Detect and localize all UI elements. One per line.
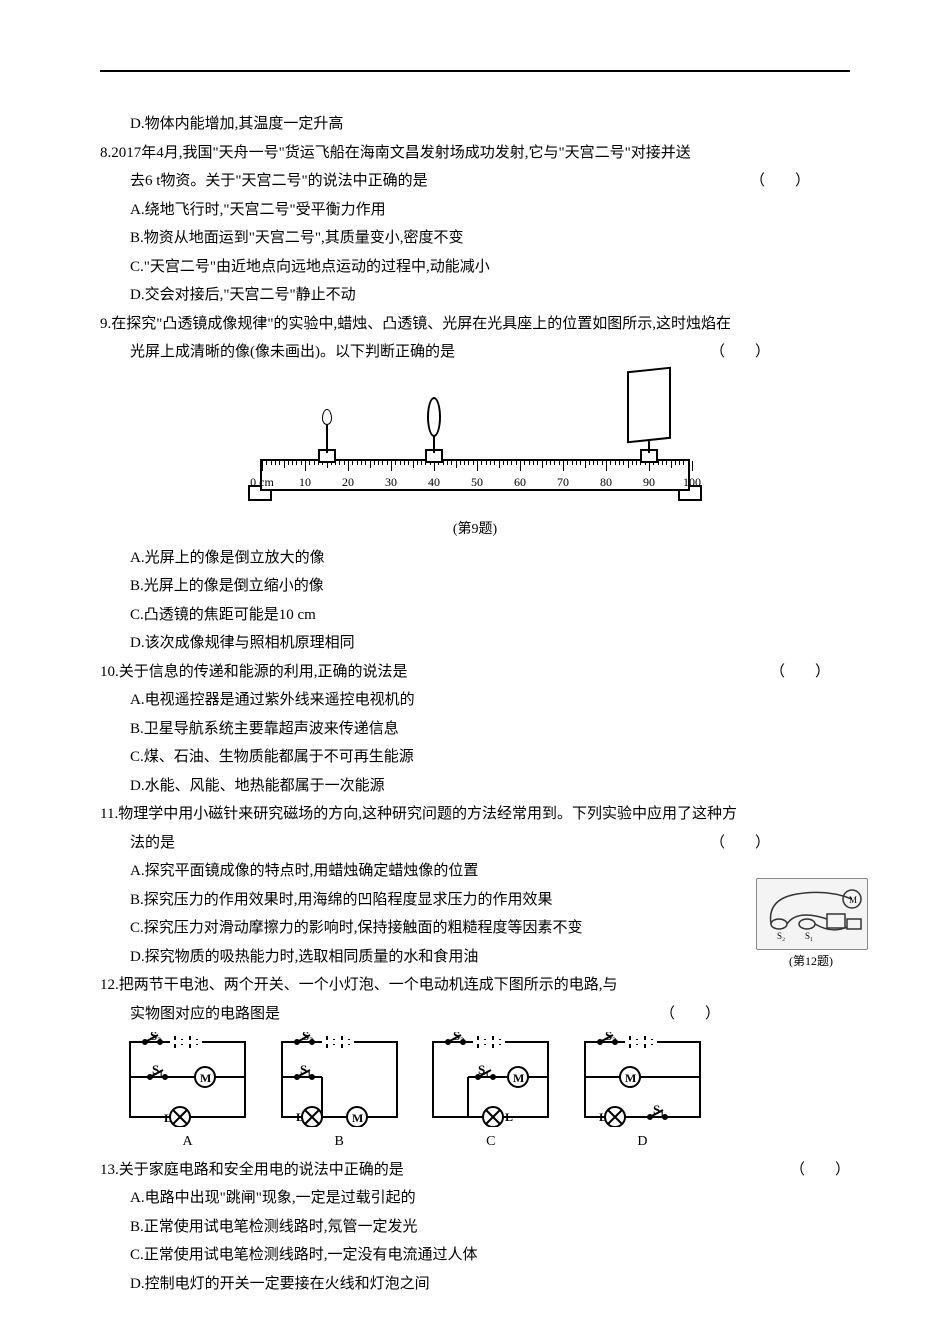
svg-text:M: M: [625, 1071, 636, 1085]
circuit-d-svg: S₂ S₁ M L: [575, 1032, 710, 1127]
q9-option-a: A.光屏上的像是倒立放大的像: [100, 544, 850, 573]
q8-paren: （ ）: [750, 167, 850, 196]
q10-stem: 10.关于信息的传递和能源的利用,正确的说法是: [100, 658, 408, 687]
svg-text:S₁: S₁: [805, 931, 813, 941]
svg-text:L: L: [599, 1110, 607, 1124]
circuit-d: S₂ S₁ M L D: [575, 1032, 710, 1156]
q8-option-b: B.物资从地面运到"天宫二号",其质量变小,密度不变: [100, 224, 850, 253]
page: D.物体内能增加,其温度一定升高 8.2017年4月,我国"天舟一号"货运飞船在…: [0, 0, 950, 1344]
q13-option-c: C.正常使用试电笔检测线路时,一定没有电流通过人体: [100, 1241, 850, 1270]
q13-paren: （ ）: [790, 1156, 850, 1185]
svg-text:M: M: [352, 1111, 363, 1125]
q9-option-d: D.该次成像规律与照相机原理相同: [100, 629, 850, 658]
circuit-a-svg: S₂ S₁ M L: [120, 1032, 255, 1127]
q9-option-c: C.凸透镜的焦距可能是10 cm: [100, 601, 850, 630]
q9-stem-line2: 光屏上成清晰的像(像未画出)。以下判断正确的是: [100, 338, 455, 367]
svg-text:L: L: [505, 1110, 513, 1124]
q11-option-b: B.探究压力的作用效果时,用海绵的凹陷程度显求压力的作用效果: [100, 886, 850, 915]
q12-side-figure: S₂ S₁ M (第12题): [756, 878, 866, 973]
label-b: B: [334, 1129, 343, 1156]
q11-stem-line2: 法的是: [100, 829, 175, 858]
optical-bench: 0 cm102030405060708090100: [250, 373, 700, 503]
q12-stem-line2: 实物图对应的电路图是: [100, 1000, 280, 1029]
svg-text:S₂: S₂: [605, 1032, 616, 1043]
q8-option-a: A.绕地飞行时,"天宫二号"受平衡力作用: [100, 196, 850, 225]
svg-text:L: L: [164, 1111, 172, 1125]
label-c: C: [486, 1129, 495, 1156]
q13-stem: 13.关于家庭电路和安全用电的说法中正确的是: [100, 1156, 404, 1185]
circuit-b: S₂ S₁ L M B: [272, 1032, 407, 1156]
q9-stem-line1: 9.在探究"凸透镜成像规律"的实验中,蜡烛、凸透镜、光屏在光具座上的位置如图所示…: [100, 310, 850, 339]
q10-option-a: A.电视遥控器是通过紫外线来遥控电视机的: [100, 686, 850, 715]
svg-text:S₂: S₂: [150, 1032, 161, 1043]
q13-option-d: D.控制电灯的开关一定要接在火线和灯泡之间: [100, 1270, 850, 1299]
svg-text:M: M: [849, 895, 857, 905]
q9-option-b: B.光屏上的像是倒立缩小的像: [100, 572, 850, 601]
svg-text:S₁: S₁: [300, 1062, 311, 1077]
content-body: D.物体内能增加,其温度一定升高 8.2017年4月,我国"天舟一号"货运飞船在…: [100, 110, 850, 1298]
q12-stem-line1: 12.把两节干电池、两个开关、一个小灯泡、一个电动机连成下图所示的电路,与: [100, 971, 850, 1000]
svg-text:S₂: S₂: [302, 1032, 313, 1043]
svg-text:M: M: [200, 1071, 211, 1085]
q10-option-d: D.水能、风能、地热能都属于一次能源: [100, 772, 850, 801]
svg-text:L: L: [296, 1110, 304, 1124]
q12-paren: （ ）: [660, 1000, 720, 1029]
circuit-b-svg: S₂ S₁ L M: [272, 1032, 407, 1127]
svg-text:M: M: [513, 1071, 524, 1085]
label-a: A: [182, 1129, 192, 1156]
circuit-a: S₂ S₁ M L A: [120, 1032, 255, 1156]
q11-option-c: C.探究压力对滑动摩擦力的影响时,保持接触面的粗糙程度等因素不变: [100, 914, 850, 943]
q9-caption: (第9题): [100, 517, 850, 544]
q11-option-d: D.探究物质的吸热能力时,选取相同质量的水和食用油: [100, 943, 850, 972]
q12-side-figure-box: S₂ S₁ M: [756, 878, 868, 950]
q13-option-b: B.正常使用试电笔检测线路时,氖管一定发光: [100, 1213, 850, 1242]
q13-option-a: A.电路中出现"跳闸"现象,一定是过载引起的: [100, 1184, 850, 1213]
q8-option-d: D.交会对接后,"天宫二号"静止不动: [100, 281, 850, 310]
q11-paren: （ ）: [710, 829, 850, 858]
circuit-c-svg: S₂ S₁ M L: [423, 1032, 558, 1127]
q11-option-a: A.探究平面镜成像的特点时,用蜡烛确定蜡烛像的位置: [100, 857, 850, 886]
circuit-c: S₂ S₁ M L C: [423, 1032, 558, 1156]
q10-paren: （ ）: [770, 658, 850, 687]
svg-text:S₁: S₁: [653, 1102, 664, 1117]
svg-text:S₁: S₁: [478, 1062, 489, 1077]
svg-text:S₁: S₁: [152, 1062, 163, 1077]
q7-option-d: D.物体内能增加,其温度一定升高: [100, 110, 850, 139]
q8-stem-line1: 8.2017年4月,我国"天舟一号"货运飞船在海南文昌发射场成功发射,它与"天宫…: [100, 139, 850, 168]
q10-option-c: C.煤、石油、生物质能都属于不可再生能源: [100, 743, 850, 772]
svg-text:S₂: S₂: [453, 1032, 464, 1043]
svg-text:S₂: S₂: [777, 931, 785, 941]
q10-option-b: B.卫星导航系统主要靠超声波来传递信息: [100, 715, 850, 744]
q9-paren: （ ）: [710, 338, 850, 367]
q11-stem-line1: 11.物理学中用小磁针来研究磁场的方向,这种研究问题的方法经常用到。下列实验中应…: [100, 800, 850, 829]
q12-circuits: S₂ S₁ M L A: [100, 1032, 850, 1156]
top-divider: [100, 70, 850, 72]
label-d: D: [637, 1129, 647, 1156]
q12-side-caption: (第12题): [756, 950, 866, 973]
ruler: 0 cm102030405060708090100: [260, 459, 690, 491]
q8-option-c: C."天宫二号"由近地点向远地点运动的过程中,动能减小: [100, 253, 850, 282]
q9-figure: 0 cm102030405060708090100: [100, 373, 850, 514]
q8-stem-line2: 去6 t物资。关于"天宫二号"的说法中正确的是: [100, 167, 428, 196]
